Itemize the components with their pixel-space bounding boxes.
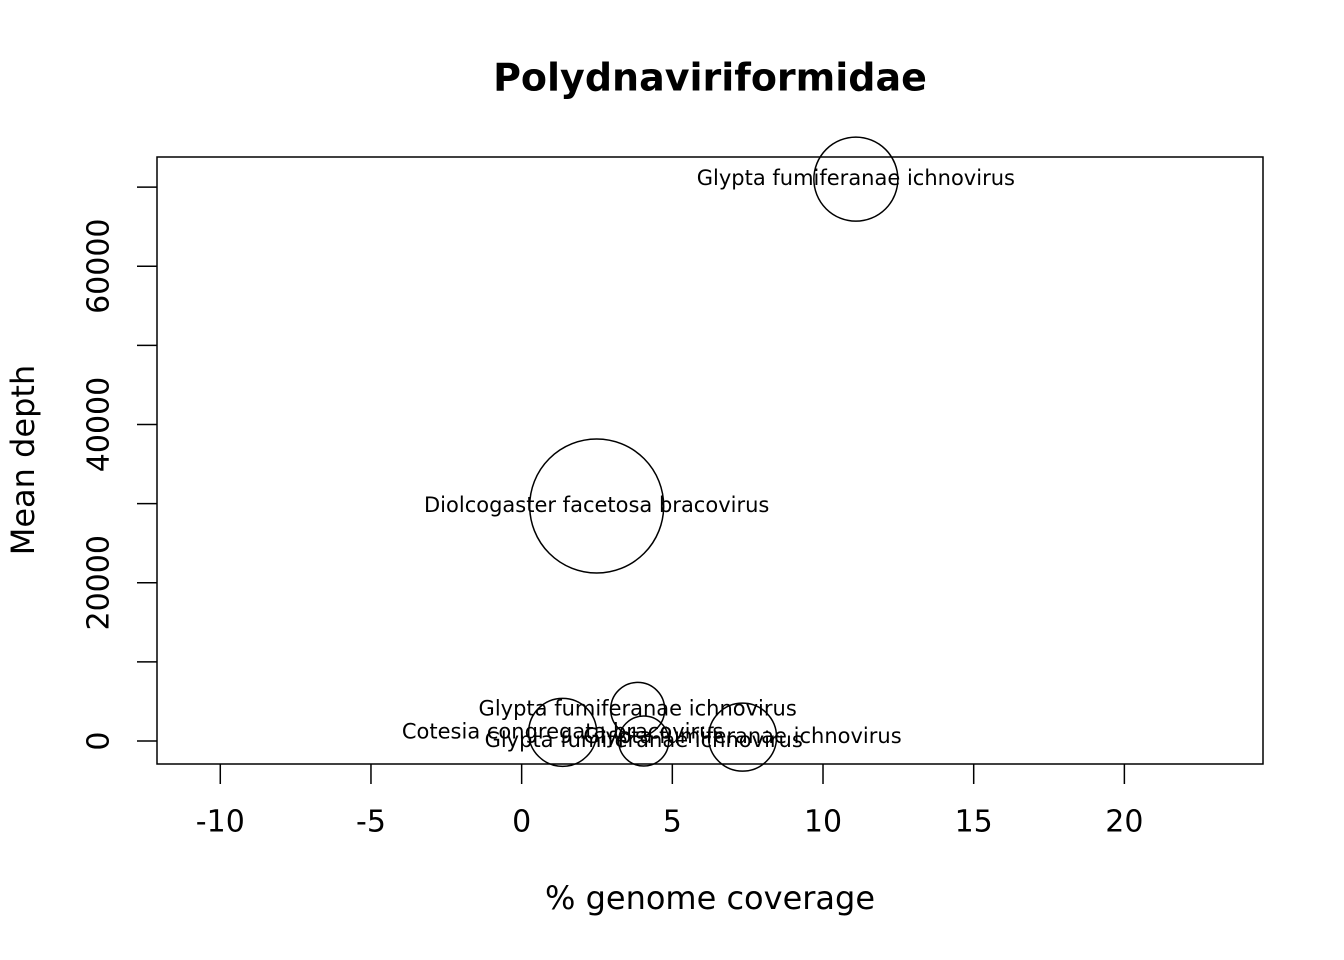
y-tick-label: 40000: [82, 377, 117, 472]
x-axis-label: % genome coverage: [545, 879, 875, 917]
point-label: Glypta fumiferanae ichnovirus: [583, 724, 901, 748]
plot-frame: [156, 156, 1264, 765]
y-axis-label: Mean depth: [4, 365, 42, 556]
bubble: [813, 136, 899, 222]
x-tick-label: 5: [663, 805, 682, 840]
x-tick-label: 10: [804, 805, 842, 840]
bubble: [528, 438, 665, 574]
x-tick-label: 20: [1105, 805, 1143, 840]
chart-title: Polydnaviriformidae: [493, 56, 927, 100]
point-label: Glypta fumiferanae ichnovirus: [479, 696, 797, 720]
bubble: [527, 697, 598, 768]
y-tick-label: 60000: [82, 218, 117, 313]
bubble: [609, 681, 666, 738]
y-tick-label: 0: [82, 732, 117, 751]
bubble: [617, 715, 670, 767]
point-label: Cotesia congregata bracovirus: [402, 719, 723, 743]
bubble: [707, 702, 778, 772]
point-label: Diolcogaster facetosa bracovirus: [424, 493, 769, 517]
x-tick-label: 0: [512, 805, 531, 840]
x-tick-label: -10: [196, 805, 245, 840]
x-tick-label: -5: [356, 805, 386, 840]
point-label: Glypta fumiferanae ichnovirus: [485, 728, 803, 752]
x-tick-label: 15: [955, 805, 993, 840]
point-label: Glypta fumiferanae ichnovirus: [697, 166, 1015, 190]
y-tick-label: 20000: [82, 535, 117, 630]
